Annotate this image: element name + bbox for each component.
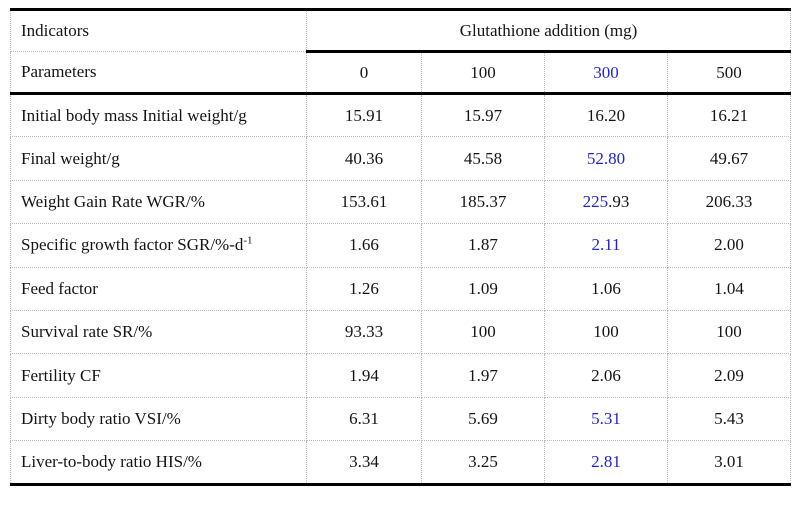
cell-value: 3.01 <box>666 440 792 485</box>
table-row: Survival rate SR/% 93.33 100 100 100 <box>10 309 792 355</box>
cell-value: 1.87 <box>421 223 545 268</box>
row-label: Survival rate SR/% <box>10 309 307 355</box>
cell-value: 3.25 <box>421 440 545 485</box>
cell-value: 1.09 <box>421 266 545 311</box>
cell-value: 2.81 <box>544 440 668 485</box>
header-row-doses: Parameters 0 100 300 500 <box>10 51 792 95</box>
cell-value: 1.97 <box>421 353 545 398</box>
dose-header-300: 300 <box>544 51 668 95</box>
cell-value: 1.66 <box>306 223 422 268</box>
cell-value-segment: .93 <box>608 191 630 211</box>
cell-value: 16.20 <box>544 92 668 138</box>
cell-value: 185.37 <box>421 179 545 225</box>
indicators-header: Indicators <box>10 9 307 52</box>
cell-value: 6.31 <box>306 396 422 442</box>
unit-superscript: -1 <box>243 234 253 247</box>
table-row: Final weight/g 40.36 45.58 52.80 49.67 <box>10 136 792 181</box>
cell-value: 2.11 <box>544 223 668 268</box>
table-row: Weight Gain Rate WGR/% 153.61 185.37 225… <box>10 179 792 225</box>
row-label: Dirty body ratio VSI/% <box>10 396 307 442</box>
cell-value: 16.21 <box>666 92 792 138</box>
cell-value: 52.80 <box>544 136 668 181</box>
row-label: Weight Gain Rate WGR/% <box>10 179 307 225</box>
row-label: Specific growth factor SGR/%-d-1 <box>10 223 307 268</box>
table-row: Specific growth factor SGR/%-d-1 1.66 1.… <box>10 223 792 268</box>
cell-value-segment: 225 <box>582 191 609 211</box>
table-row: Dirty body ratio VSI/% 6.31 5.69 5.31 5.… <box>10 396 792 442</box>
cell-value: 225.93 <box>544 179 668 225</box>
dose-header-100: 100 <box>421 51 545 95</box>
cell-value: 15.97 <box>421 92 545 138</box>
cell-value: 100 <box>666 309 792 355</box>
cell-value: 45.58 <box>421 136 545 181</box>
cell-value: 1.94 <box>306 353 422 398</box>
cell-value: 206.33 <box>666 179 792 225</box>
row-label: Fertility CF <box>10 353 307 398</box>
cell-value: 5.43 <box>666 396 792 442</box>
cell-value: 49.67 <box>666 136 792 181</box>
table-row: Feed factor 1.26 1.09 1.06 1.04 <box>10 266 792 311</box>
header-row-group: Indicators Glutathione addition (mg) <box>10 9 792 53</box>
cell-value: 2.09 <box>666 353 792 398</box>
cell-value: 1.06 <box>544 266 668 311</box>
row-label: Liver-to-body ratio HIS/% <box>10 440 307 485</box>
parameters-header: Parameters <box>10 51 307 95</box>
cell-value: 2.06 <box>544 353 668 398</box>
table-row: Liver-to-body ratio HIS/% 3.34 3.25 2.81… <box>10 440 792 485</box>
cell-value: 100 <box>421 309 545 355</box>
cell-value: 93.33 <box>306 309 422 355</box>
cell-value: 153.61 <box>306 179 422 225</box>
cell-value: 5.69 <box>421 396 545 442</box>
dose-header-500: 500 <box>666 51 792 95</box>
row-label: Initial body mass Initial weight/g <box>10 92 307 138</box>
cell-value: 1.04 <box>666 266 792 311</box>
table-header: Indicators Glutathione addition (mg) Par… <box>10 9 792 95</box>
row-label: Feed factor <box>10 266 307 311</box>
row-label: Final weight/g <box>10 136 307 181</box>
cell-value: 5.31 <box>544 396 668 442</box>
group-title: Glutathione addition (mg) <box>305 9 792 53</box>
dose-header-0: 0 <box>306 51 422 95</box>
table-row: Initial body mass Initial weight/g 15.91… <box>10 92 792 138</box>
results-table: Indicators Glutathione addition (mg) Par… <box>10 8 792 486</box>
table-body: Initial body mass Initial weight/g 15.91… <box>10 92 792 485</box>
cell-value: 100 <box>544 309 668 355</box>
cell-value: 1.26 <box>306 266 422 311</box>
table-row: Fertility CF 1.94 1.97 2.06 2.09 <box>10 353 792 398</box>
cell-value: 15.91 <box>306 92 422 138</box>
cell-value: 40.36 <box>306 136 422 181</box>
cell-value: 3.34 <box>306 440 422 485</box>
cell-value: 2.00 <box>666 223 792 268</box>
